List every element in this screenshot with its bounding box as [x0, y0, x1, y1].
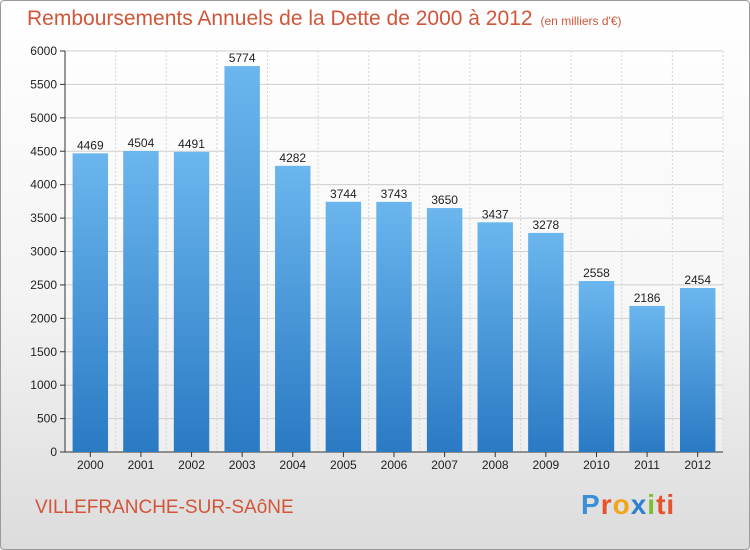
bar-2008[interactable]	[477, 222, 513, 452]
logo-letter: o	[612, 489, 631, 520]
bar-2011[interactable]	[629, 305, 665, 452]
x-tick-label: 2002	[178, 458, 205, 472]
bar-2000[interactable]	[72, 153, 109, 452]
x-tick-label: 2009	[532, 458, 559, 472]
y-tick-label: 6000	[30, 44, 57, 58]
value-label: 2454	[684, 273, 711, 287]
y-tick-label: 3000	[30, 245, 57, 259]
y-tick-label: 2000	[30, 311, 57, 325]
location-name: VILLEFRANCHE-SUR-SAôNE	[35, 497, 294, 518]
value-label: 2186	[634, 291, 661, 305]
x-tick-label: 2008	[482, 458, 509, 472]
logo-letter: i	[647, 489, 657, 520]
bar-2007[interactable]	[426, 208, 463, 452]
y-tick-label: 1500	[30, 345, 57, 359]
logo-letter: r	[600, 489, 613, 520]
x-tick-label: 2010	[583, 458, 610, 472]
x-tick-label: 2004	[279, 458, 306, 472]
bar-2010[interactable]	[578, 281, 615, 452]
bar-2012[interactable]	[679, 287, 716, 452]
value-label: 4469	[77, 138, 104, 152]
y-tick-label: 3500	[30, 211, 57, 225]
bar-2001[interactable]	[123, 150, 159, 452]
x-tick-label: 2012	[684, 458, 711, 472]
y-tick-label: 5500	[30, 77, 57, 91]
bar-2006[interactable]	[376, 201, 412, 452]
logo-letter: x	[630, 489, 648, 520]
bar-2005[interactable]	[325, 201, 362, 452]
x-tick-label: 2006	[381, 458, 408, 472]
chart-unit: (en milliers d'€)	[540, 14, 622, 28]
y-tick-label: 500	[37, 412, 57, 426]
bar-2009[interactable]	[528, 232, 564, 452]
y-tick-label: 4500	[30, 144, 57, 158]
bars	[72, 66, 716, 452]
y-tick-label: 5000	[30, 111, 57, 125]
x-tick-label: 2003	[229, 458, 256, 472]
x-tick-label: 2007	[431, 458, 458, 472]
logo-letter: ti	[656, 489, 676, 520]
y-tick-label: 1000	[30, 378, 57, 392]
value-label: 5774	[229, 51, 256, 65]
logo-letter: P	[581, 489, 601, 520]
labels: 0 500 1000 1500 2000 2500 3000 3500 4000 4500 5000…	[30, 44, 711, 472]
value-label: 4282	[279, 151, 306, 165]
bar-2003[interactable]	[224, 66, 260, 452]
x-tick-label: 2011	[634, 458, 660, 472]
y-tick-label: 2500	[30, 278, 57, 292]
value-label: 3744	[330, 187, 357, 201]
y-tick-label: 0	[50, 445, 57, 459]
value-label: 3743	[381, 187, 408, 201]
chart-title: Remboursements Annuels de la Dette de 20…	[27, 7, 622, 31]
value-label: 3278	[532, 218, 559, 232]
value-label: 3437	[482, 207, 509, 221]
x-tick-label: 2000	[77, 458, 104, 472]
x-tick-label: 2001	[128, 458, 155, 472]
x-tick-label: 2005	[330, 458, 357, 472]
value-label: 3650	[431, 193, 458, 207]
y-tick-label: 4000	[30, 178, 57, 192]
bar-2002[interactable]	[173, 151, 210, 452]
value-label: 4504	[128, 136, 155, 150]
proxiti-logo[interactable]: Proxiti	[581, 489, 675, 521]
value-label: 2558	[583, 266, 610, 280]
bar-2004[interactable]	[275, 165, 311, 452]
value-label: 4491	[178, 137, 205, 151]
chart-title-text: Remboursements Annuels de la Dette de 20…	[27, 7, 533, 30]
